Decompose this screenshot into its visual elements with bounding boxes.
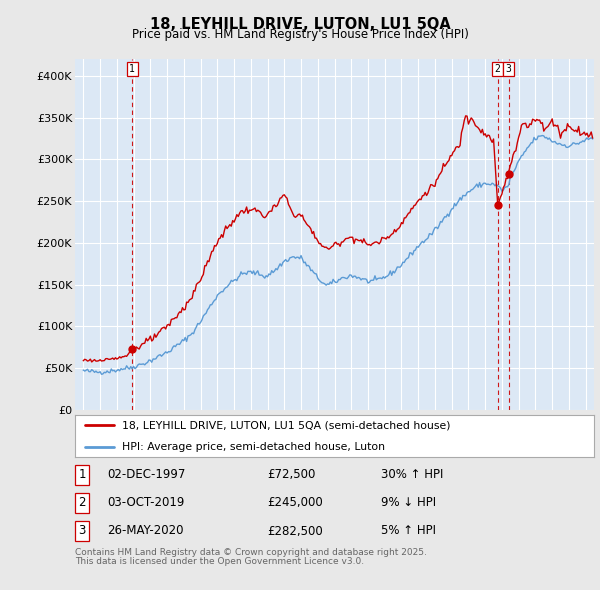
Text: This data is licensed under the Open Government Licence v3.0.: This data is licensed under the Open Gov… (75, 558, 364, 566)
Text: HPI: Average price, semi-detached house, Luton: HPI: Average price, semi-detached house,… (122, 442, 385, 451)
Text: 02-DEC-1997: 02-DEC-1997 (107, 468, 185, 481)
Text: 3: 3 (506, 64, 512, 74)
Text: 18, LEYHILL DRIVE, LUTON, LU1 5QA (semi-detached house): 18, LEYHILL DRIVE, LUTON, LU1 5QA (semi-… (122, 421, 450, 430)
Text: £72,500: £72,500 (267, 468, 316, 481)
Text: £245,000: £245,000 (267, 496, 323, 509)
Text: £282,500: £282,500 (267, 525, 323, 537)
Text: 9% ↓ HPI: 9% ↓ HPI (381, 496, 436, 509)
Text: Price paid vs. HM Land Registry's House Price Index (HPI): Price paid vs. HM Land Registry's House … (131, 28, 469, 41)
Text: 18, LEYHILL DRIVE, LUTON, LU1 5QA: 18, LEYHILL DRIVE, LUTON, LU1 5QA (149, 17, 451, 31)
Text: 1: 1 (129, 64, 135, 74)
Text: Contains HM Land Registry data © Crown copyright and database right 2025.: Contains HM Land Registry data © Crown c… (75, 548, 427, 557)
Text: 1: 1 (79, 468, 86, 481)
Text: 2: 2 (495, 64, 500, 74)
Text: 26-MAY-2020: 26-MAY-2020 (107, 525, 184, 537)
Text: 03-OCT-2019: 03-OCT-2019 (107, 496, 184, 509)
Text: 5% ↑ HPI: 5% ↑ HPI (381, 525, 436, 537)
Text: 3: 3 (79, 525, 86, 537)
Text: 2: 2 (79, 496, 86, 509)
Text: 30% ↑ HPI: 30% ↑ HPI (381, 468, 443, 481)
